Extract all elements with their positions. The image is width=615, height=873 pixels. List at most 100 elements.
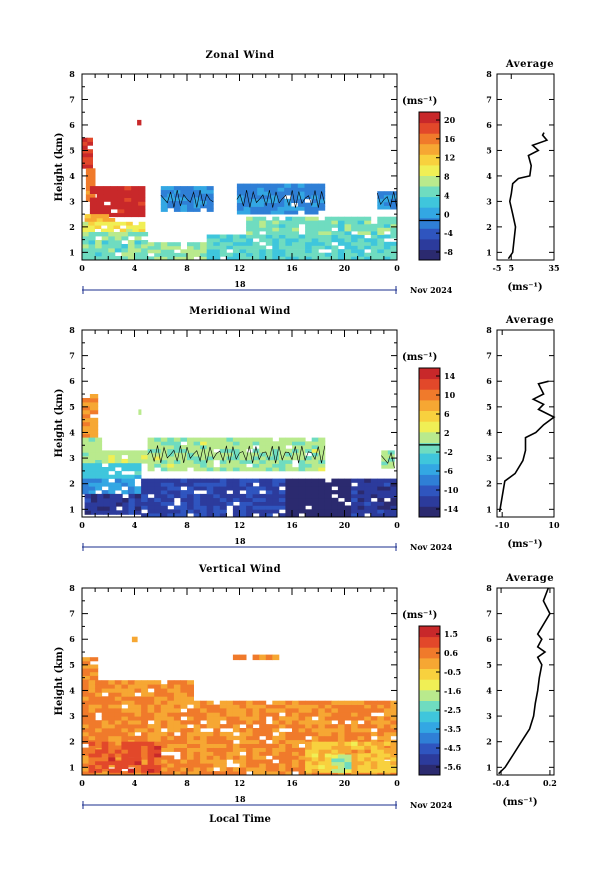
zonal-cell (337, 249, 345, 254)
zonal-cell (138, 228, 146, 233)
zonal-cell (95, 248, 103, 253)
zonal-cell (131, 212, 139, 218)
zonal-cell (284, 202, 292, 207)
zonal-cell (232, 249, 240, 254)
meridional-cell (292, 497, 299, 502)
meridional-cell (305, 486, 313, 491)
zonal-cell (236, 198, 245, 203)
vertical-cell (121, 749, 129, 754)
vertical-cell (364, 768, 372, 773)
zonal-cell (103, 193, 111, 198)
zonal-cell (390, 223, 398, 228)
meridional-cell (213, 497, 221, 502)
zonal-cell (357, 252, 365, 257)
vertical-cell (311, 771, 319, 776)
zonal-cell (291, 198, 299, 203)
vertical-cell (370, 757, 378, 762)
vertical-cell (278, 771, 286, 776)
zonal-cell (173, 186, 181, 191)
meridional-cell (134, 467, 142, 472)
meridional-cell (239, 437, 247, 442)
vertical-cell (246, 700, 254, 705)
zonal-cell (236, 183, 245, 188)
zonal-cell (259, 216, 267, 221)
zonal-cell (285, 249, 293, 254)
meridional-cell (265, 501, 273, 506)
meridional-colorbar-label: -14 (444, 504, 459, 514)
vertical-cell (173, 692, 181, 697)
vertical-cell (311, 704, 319, 709)
vertical-cell (173, 771, 181, 776)
meridional-profile-frame (496, 329, 555, 518)
vertical-cell (89, 657, 99, 662)
vertical-cell (193, 700, 201, 705)
meridional-cell (278, 482, 286, 487)
vertical-cell (88, 760, 96, 766)
vertical-cell (331, 754, 339, 759)
meridional-cell (121, 478, 129, 483)
zonal-cell (318, 241, 326, 246)
zonal-cell (272, 238, 280, 243)
vertical-cell (357, 749, 365, 754)
meridional-xtick-label: 12 (234, 520, 245, 530)
meridional-cell (364, 505, 372, 510)
vertical-cell (305, 728, 313, 733)
zonal-cell (298, 216, 306, 221)
vertical-cell (324, 728, 332, 733)
zonal-cell (318, 245, 326, 250)
zonal-cell (324, 220, 332, 225)
meridional-cell (390, 482, 398, 487)
zonal-cell (370, 256, 378, 261)
vertical-cell (114, 735, 122, 741)
vertical-cell (200, 755, 208, 760)
vertical-colorbar-swatch (419, 647, 440, 659)
vertical-cell (298, 712, 306, 717)
vertical-cell (246, 767, 254, 772)
meridional-cell (305, 456, 313, 461)
vertical-cell (82, 696, 89, 701)
vertical-cell (108, 696, 116, 701)
vertical-cell (219, 751, 227, 756)
zonal-cell (377, 238, 385, 243)
meridional-cell (252, 463, 260, 468)
meridional-cell (121, 482, 129, 487)
vertical-cell (292, 767, 299, 772)
meridional-cell (272, 490, 280, 495)
vertical-cell (259, 712, 267, 717)
vertical-cell (127, 768, 135, 773)
zonal-cell (206, 200, 214, 205)
vertical-cell (121, 692, 129, 697)
meridional-cell (357, 501, 365, 506)
vertical-ytick-label: 7 (69, 609, 75, 619)
zonal-cell (206, 189, 214, 194)
meridional-cell (219, 452, 227, 457)
meridional-cell (305, 459, 313, 464)
meridional-cell (239, 445, 247, 450)
meridional-cell (141, 497, 149, 502)
meridional-cell (337, 478, 345, 483)
zonal-cell (265, 256, 273, 261)
vertical-cell (160, 763, 168, 768)
zonal-cell (108, 256, 116, 261)
zonal-cell (85, 183, 96, 188)
vertical-cell (324, 745, 332, 750)
vertical-cell (344, 768, 352, 773)
zonal-cell (160, 256, 168, 261)
zonal-colorbar-label: 0 (444, 209, 450, 219)
zonal-colorbar-swatch (419, 238, 440, 250)
vertical-cell (252, 700, 260, 705)
zonal-cell (206, 204, 214, 209)
zonal-cell (107, 225, 114, 229)
meridional-cell (173, 509, 181, 514)
zonal-cell (344, 252, 352, 257)
vertical-cell (121, 700, 129, 705)
vertical-xtick-label: 12 (234, 778, 245, 788)
vertical-profile-xlabel: (ms⁻¹) (502, 797, 537, 808)
meridional-cell (285, 490, 293, 495)
vertical-cell (246, 720, 254, 725)
vertical-cell (108, 728, 116, 733)
vertical-cell (232, 755, 240, 760)
vertical-cell (377, 720, 385, 725)
meridional-cell (219, 482, 227, 487)
meridional-cell (200, 452, 208, 457)
